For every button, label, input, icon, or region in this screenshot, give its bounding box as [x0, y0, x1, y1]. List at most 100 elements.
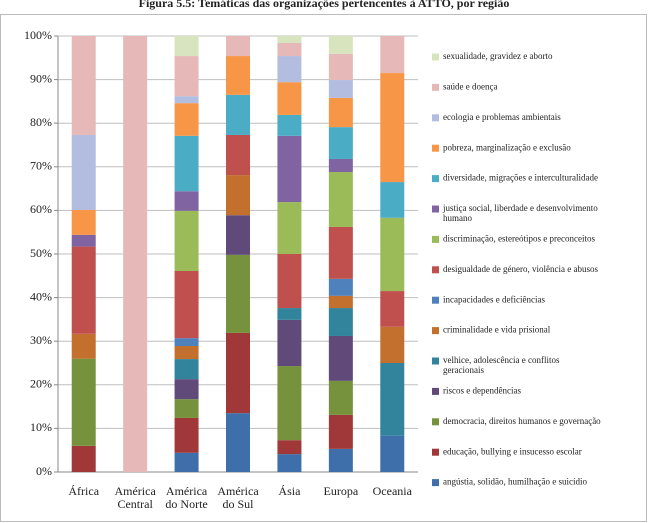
bar-segment — [71, 36, 96, 135]
y-tick-label: 20% — [30, 377, 52, 391]
bar-segment — [277, 319, 302, 367]
bar-segment — [123, 36, 148, 472]
x-tick-label: América do Sul — [217, 484, 259, 511]
legend-label: educação, bullying e insucesso escolar — [443, 446, 582, 456]
chart-title: Figura 5.5: Temáticas das organizações p… — [139, 0, 510, 10]
legend-label: democracia, direitos humanos e governaçã… — [443, 416, 601, 426]
x-tick-label: África — [68, 484, 99, 498]
bar-segment — [380, 73, 405, 183]
bar-segment — [174, 452, 199, 472]
bar-segment — [174, 345, 199, 360]
bar-segment — [328, 80, 353, 98]
bar-segment — [174, 379, 199, 400]
bar-segment — [277, 202, 302, 254]
legend-label: angústia, solidão, humilhação e suicídio — [443, 477, 587, 487]
bar-segment — [380, 291, 405, 327]
y-tick-label: 50% — [30, 246, 52, 260]
bar-segment — [174, 36, 199, 57]
bar-segment — [71, 134, 96, 210]
bar-segment — [277, 308, 302, 320]
bar-segment — [328, 53, 353, 81]
legend-swatch — [432, 205, 439, 213]
y-tick-label: 70% — [30, 159, 52, 173]
bar-segment — [380, 326, 405, 363]
y-tick-label: 80% — [30, 115, 52, 129]
bar-segment — [328, 414, 353, 449]
x-tick-label: América Central — [114, 484, 156, 511]
x-tick-label: Oceania — [373, 484, 413, 498]
legend-label: pobreza, marginalização e exclusão — [443, 142, 571, 152]
bar-segment — [71, 246, 96, 334]
legend-swatch — [432, 387, 439, 395]
y-tick-label: 100% — [24, 28, 52, 42]
bar-segment — [328, 335, 353, 381]
x-tick-label: Ásia — [278, 484, 301, 498]
legend-swatch — [432, 144, 439, 152]
legend-swatch — [432, 266, 439, 274]
bar-segment — [71, 209, 96, 235]
bar-segment — [328, 278, 353, 296]
bar-segment — [174, 338, 199, 346]
bar-segment — [71, 445, 96, 472]
legend-label: diversidade, migrações e interculturalid… — [443, 173, 598, 183]
bar-segment — [277, 56, 302, 83]
legend-swatch — [432, 418, 439, 426]
bar-segment — [328, 97, 353, 128]
bar-segment — [174, 135, 199, 192]
bar-segment — [277, 42, 302, 57]
bar-segment — [226, 332, 250, 414]
bar-segment — [328, 448, 353, 472]
bar-segment — [277, 440, 302, 455]
bar-segment — [277, 36, 302, 43]
bar-segment — [328, 158, 353, 173]
bar-segment — [71, 234, 96, 247]
bar-segment — [174, 210, 199, 272]
bar-segment — [226, 36, 250, 57]
bar-segment — [226, 413, 250, 472]
legend-swatch — [432, 296, 439, 304]
y-tick-label: 40% — [30, 289, 52, 303]
legend-label: riscos e dependências — [443, 385, 521, 395]
bar-segment — [174, 56, 199, 97]
legend-label: incapacidades e deficiências — [443, 294, 545, 304]
bar-segment — [174, 271, 199, 339]
x-tick-label: América do Norte — [165, 484, 207, 511]
bar-segment — [380, 36, 405, 74]
bar-segment — [277, 254, 302, 309]
bar-segment — [380, 363, 405, 436]
y-tick-label: 0% — [36, 464, 52, 478]
bar-segment — [174, 399, 199, 418]
legend-swatch — [432, 235, 439, 243]
y-tick-label: 30% — [30, 333, 52, 347]
x-tick-label: Europa — [324, 484, 359, 498]
legend-swatch — [432, 448, 439, 456]
bar-segment — [226, 175, 250, 216]
bar-segment — [226, 94, 250, 135]
legend-swatch — [432, 53, 439, 61]
bar-segment — [328, 295, 353, 309]
bar-segment — [277, 454, 302, 472]
bar-segment — [328, 308, 353, 336]
legend-swatch — [432, 83, 439, 91]
y-tick-label: 60% — [30, 202, 52, 216]
bar-segment — [380, 435, 405, 472]
bar-segment — [226, 254, 250, 333]
chart-frame — [0, 14, 647, 522]
bar-segment — [226, 134, 250, 176]
legend-label: criminalidade e vida prisional — [443, 325, 551, 335]
bar-segment — [380, 182, 405, 218]
legend-swatch — [432, 114, 439, 122]
bar-segment — [174, 96, 199, 104]
legend-swatch — [432, 357, 439, 365]
bar-segment — [226, 215, 250, 255]
y-tick-label: 90% — [30, 71, 52, 85]
bar-segment — [226, 56, 250, 95]
legend-label: discriminação, estereótipos e preconceit… — [443, 233, 595, 243]
legend-label: sexualidade, gravidez e aborto — [443, 51, 553, 61]
bar-segment — [328, 380, 353, 415]
y-tick-label: 10% — [30, 420, 52, 434]
bar-segment — [277, 114, 302, 136]
bar-segment — [174, 417, 199, 453]
legend-label: ecologia e problemas ambientais — [443, 112, 561, 122]
